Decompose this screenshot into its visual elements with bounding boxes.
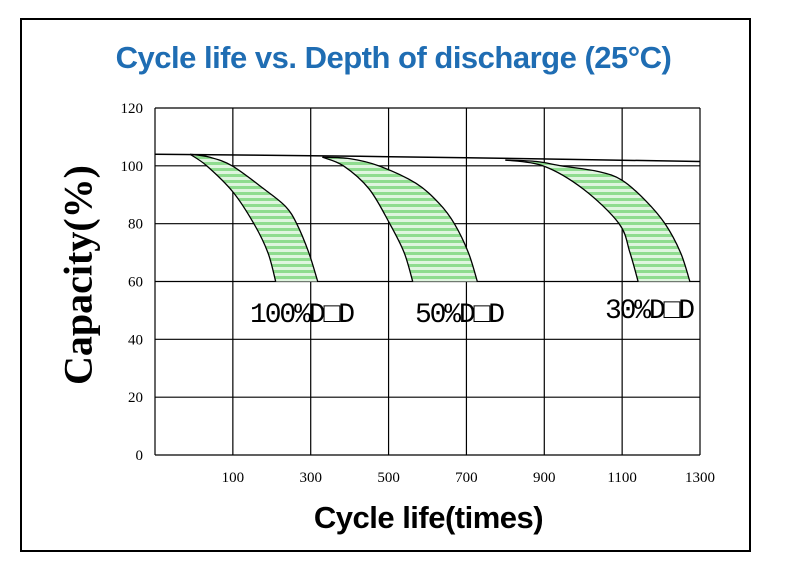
dod-band-1 [322, 157, 478, 282]
dod-curve-upper [189, 153, 319, 282]
dod-label: 30%D□D [605, 296, 695, 327]
baseline-curve [154, 153, 701, 163]
x-tick-label: 700 [455, 470, 478, 486]
dod-band-2 [505, 160, 690, 282]
y-tick-label: 60 [128, 275, 143, 291]
x-axis-label: Cycle life(times) [313, 500, 544, 535]
dod-curve-upper [322, 156, 478, 282]
y-tick-label: 20 [128, 390, 143, 406]
y-tick-label: 40 [128, 332, 143, 348]
x-tick-label: 900 [533, 470, 556, 486]
chart-title: Cycle life vs. Depth of discharge (25°C) [115, 40, 672, 75]
x-tick-label: 100 [222, 470, 245, 486]
y-tick-label: 80 [128, 217, 143, 233]
dod-label: 50%D□D [415, 300, 505, 331]
y-tick-label: 120 [121, 101, 144, 117]
x-tick-label: 1300 [685, 470, 715, 486]
dod-label: 100%D□D [250, 300, 355, 331]
chart-frame [20, 18, 751, 552]
dod-curve-upper [505, 159, 691, 282]
x-tick-label: 300 [299, 470, 322, 486]
y-tick-label: 100 [121, 159, 144, 175]
x-tick-label: 1100 [607, 470, 636, 486]
dod-band-0 [190, 154, 318, 282]
y-tick-label: 0 [136, 448, 144, 464]
dod-curve-lower [189, 153, 277, 282]
x-tick-label: 500 [377, 470, 400, 486]
dod-curve-lower [322, 156, 414, 282]
dod-curve-lower [505, 159, 639, 282]
